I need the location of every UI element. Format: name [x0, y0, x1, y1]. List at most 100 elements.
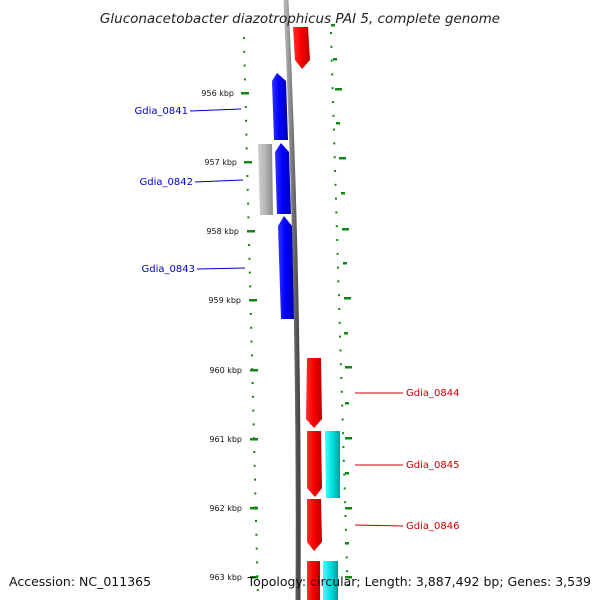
scale-dot: [341, 418, 344, 421]
minor-tick: [333, 58, 337, 61]
kbp-tick: [250, 438, 258, 441]
scale-dot: [337, 280, 340, 283]
scale-dot: [338, 321, 341, 324]
scale-dot: [331, 73, 334, 76]
scale-dot: [256, 589, 259, 591]
scale-dot: [341, 404, 344, 407]
gene-callout-lines: [189, 108, 404, 527]
callout-line-gdia-0842: [194, 179, 244, 183]
gene-label: Gdia_0841: [135, 106, 188, 117]
scale-dot: [251, 382, 254, 384]
scale-dot: [337, 266, 339, 269]
kbp-tick: [249, 299, 257, 302]
minor-tick: [344, 332, 348, 335]
scale-dot: [346, 570, 349, 573]
scale-dot: [343, 487, 346, 490]
gene-arrow-gdia-0846: [307, 499, 322, 551]
gene-arrow-gdia-0843: [278, 216, 294, 319]
dotted-scale-tracks: [242, 32, 349, 591]
genome-backbone: [283, 0, 301, 600]
scale-dot: [254, 478, 256, 481]
scale-dot: [335, 211, 338, 214]
scale-dot: [242, 37, 245, 39]
feature-block-gdia-0842: [258, 144, 273, 215]
kbp-tick: [241, 92, 249, 95]
minor-tick: [331, 24, 335, 27]
feature-block-bottom: [323, 561, 338, 600]
scale-dot: [340, 390, 343, 393]
scale-dot: [333, 142, 336, 145]
scale-dot: [342, 446, 345, 448]
kbp-label: 962 kbp: [209, 504, 242, 513]
gene-arrow-gdia-0844: [306, 358, 322, 428]
kbp-tick: [339, 157, 346, 160]
scale-dot: [344, 515, 347, 517]
scale-dot: [248, 257, 251, 260]
reverse-strand-features: [258, 73, 294, 319]
scale-dot: [337, 294, 340, 297]
map-title: Gluconacetobacter diazotrophicus PAI 5, …: [100, 11, 500, 27]
scale-dot: [247, 202, 250, 205]
gene-label: Gdia_0844: [406, 388, 459, 399]
scale-dot: [244, 106, 247, 108]
scale-dot: [333, 156, 336, 159]
minor-tick: [345, 542, 349, 545]
forward-strand-features: [293, 27, 340, 600]
scale-dot: [343, 473, 346, 476]
scale-dot: [344, 501, 347, 504]
gene-labels: Gdia_0841 Gdia_0842 Gdia_0843 Gdia_0844 …: [135, 106, 460, 532]
scale-dot: [338, 308, 341, 310]
scale-dot: [250, 340, 253, 343]
scale-dot: [247, 216, 250, 219]
scale-dot: [339, 335, 342, 338]
kbp-tick-marks: [241, 24, 352, 579]
gene-label: Gdia_0846: [406, 521, 459, 532]
kbp-label: 963 kbp: [209, 573, 242, 582]
kbp-scale-labels: 956 kbp 957 kbp 958 kbp 959 kbp 960 kbp …: [201, 89, 242, 582]
minor-tick: [341, 192, 345, 195]
kbp-tick: [344, 297, 351, 300]
scale-dot: [335, 225, 338, 228]
scale-dot: [249, 313, 252, 315]
kbp-tick: [345, 576, 352, 579]
feature-block-gdia-0845: [325, 431, 340, 498]
scale-dot: [340, 377, 343, 379]
kbp-tick: [335, 88, 342, 91]
gene-arrow-top: [293, 27, 310, 69]
scale-dot: [342, 432, 344, 435]
kbp-tick: [250, 369, 258, 372]
kbp-label: 957 kbp: [204, 158, 237, 167]
scale-dot: [330, 32, 332, 34]
scale-dot: [253, 451, 256, 453]
scale-dot: [245, 133, 248, 136]
gene-arrow-bottom: [307, 561, 320, 600]
gene-label: Gdia_0845: [406, 460, 459, 471]
scale-dot: [255, 547, 258, 550]
minor-tick: [345, 402, 349, 405]
scale-dot: [256, 561, 259, 564]
kbp-tick: [250, 507, 258, 510]
scale-dot: [336, 252, 339, 255]
scale-dot: [332, 114, 335, 117]
scale-dot: [335, 197, 337, 200]
scale-dot: [339, 363, 342, 366]
kbp-tick: [345, 366, 352, 369]
scale-dot: [250, 354, 253, 357]
scale-dot: [332, 101, 335, 103]
kbp-tick: [345, 437, 352, 440]
scale-dot: [251, 395, 254, 398]
scale-dot: [248, 271, 251, 274]
scale-dot: [249, 285, 252, 288]
minor-tick: [345, 472, 349, 475]
gene-arrow-gdia-0845: [307, 431, 322, 497]
kbp-label: 958 kbp: [206, 227, 239, 236]
kbp-tick: [244, 161, 252, 164]
scale-dot: [344, 528, 347, 531]
scale-dot: [244, 78, 246, 81]
accession-text: Accession: NC_011365: [9, 574, 151, 589]
scale-dot: [330, 45, 333, 48]
gene-arrow-gdia-0842: [275, 143, 291, 214]
genome-summary-text: Topology: circular; Length: 3,887,492 bp…: [247, 574, 591, 589]
scale-dot: [252, 409, 255, 412]
scale-dot: [342, 459, 345, 462]
